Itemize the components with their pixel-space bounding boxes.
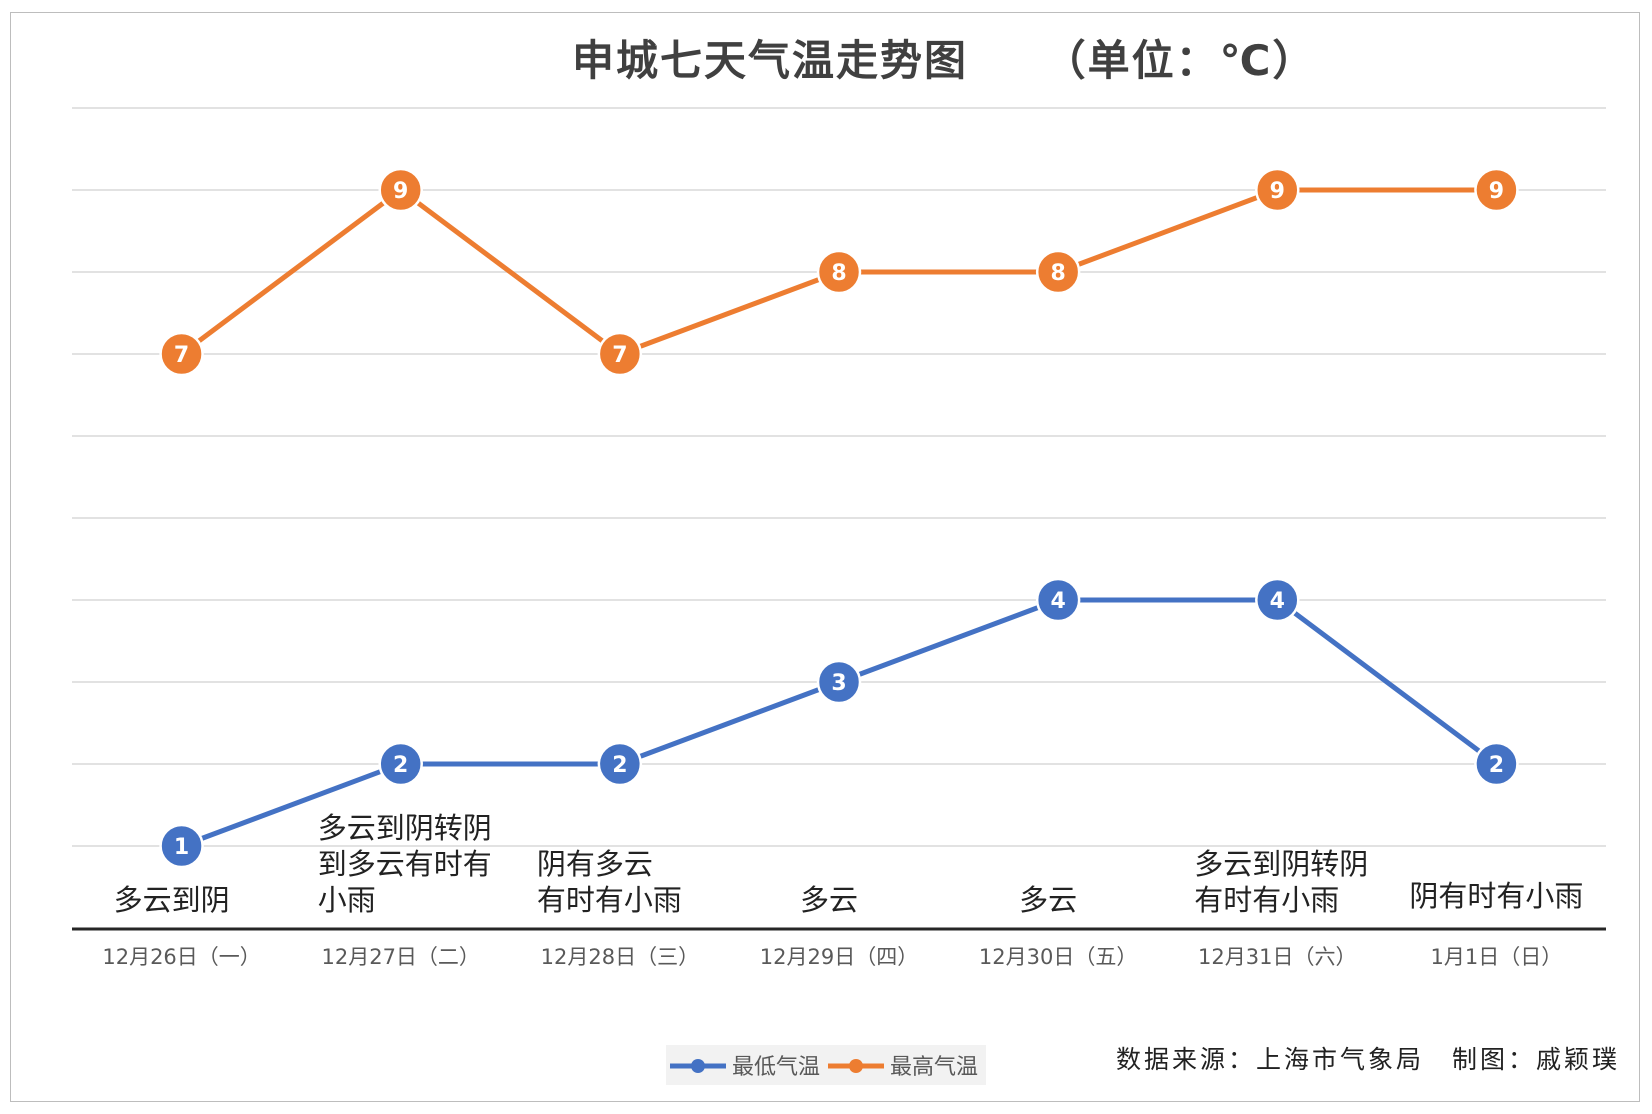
data-source-credit: 数据来源：上海市气象局 制图：戚颖璞	[1116, 1045, 1620, 1074]
legend-label: 最低气温	[732, 1055, 820, 1080]
data-point-marker	[816, 249, 862, 295]
data-point-marker	[159, 331, 204, 377]
x-axis: 12月26日（一） 12月27日（二） 12月28日（三） 12月29日（四） 12月3…	[72, 927, 1606, 969]
legend-swatch-marker	[691, 1059, 705, 1073]
data-point-label: 9	[393, 179, 408, 204]
weather-label-line: 到多云有时有	[318, 847, 492, 881]
data-point-marker	[1474, 167, 1519, 213]
data-point-label: 2	[1489, 753, 1504, 778]
data-point: 7	[159, 331, 204, 377]
weather-label: 多云	[800, 883, 858, 917]
data-point: 2	[1474, 741, 1519, 787]
series-points: 1 2 2 3 4 4 2 7 9 7 8 8 9 9	[159, 167, 1519, 869]
weather-label-line: 多云到阴	[114, 883, 230, 917]
legend: 最低气温 最高气温	[666, 1045, 986, 1085]
x-tick-label: 12月31日（六）	[1198, 945, 1356, 969]
weather-label: 多云到阴	[114, 883, 230, 917]
weather-label-line: 有时有小雨	[537, 883, 682, 917]
data-point: 9	[1255, 167, 1300, 213]
data-point-label: 4	[1270, 589, 1285, 614]
x-tick-label: 12月26日（一）	[102, 945, 260, 969]
data-point-label: 3	[831, 671, 846, 696]
data-point: 4	[1255, 577, 1300, 623]
x-tick-label: 1月1日（日）	[1431, 945, 1563, 969]
data-point: 4	[1035, 577, 1081, 623]
x-tick-label: 12月30日（五）	[979, 945, 1137, 969]
data-point-marker	[1474, 741, 1519, 787]
chart-title-group: 申城七天气温走势图 （单位：℃）	[572, 36, 1317, 85]
data-point-marker	[1255, 167, 1300, 213]
weather-label-line: 有时有小雨	[1194, 883, 1339, 917]
weather-label: 阴有时有小雨	[1409, 879, 1583, 913]
x-tick-label: 12月28日（三）	[541, 945, 699, 969]
data-point: 9	[1474, 167, 1519, 213]
data-point-label: 2	[393, 753, 408, 778]
data-point-marker	[1035, 577, 1081, 623]
weather-label: 多云	[1019, 883, 1077, 917]
data-point: 2	[378, 741, 423, 787]
x-tick-label: 12月29日（四）	[760, 945, 918, 969]
data-point-marker	[1035, 249, 1081, 295]
data-point: 8	[1035, 249, 1081, 295]
weather-label-line: 多云到阴转阴	[318, 811, 492, 845]
weather-label-line: 阴有多云	[537, 847, 653, 881]
data-point: 9	[378, 167, 423, 213]
data-point-label: 7	[174, 343, 189, 368]
data-point-marker	[597, 331, 643, 377]
legend-item: 最高气温	[828, 1055, 978, 1080]
data-point: 2	[597, 741, 643, 787]
data-point-label: 4	[1050, 589, 1065, 614]
data-point-marker	[159, 823, 204, 869]
data-point-label: 8	[831, 261, 846, 286]
weather-label-line: 阴有时有小雨	[1409, 879, 1583, 913]
data-point-label: 7	[612, 343, 627, 368]
data-point-label: 9	[1270, 179, 1285, 204]
legend-item: 最低气温	[670, 1055, 820, 1080]
chart-unit-label: （单位：℃）	[1044, 36, 1317, 85]
data-point-label: 9	[1489, 179, 1504, 204]
data-point: 3	[816, 659, 862, 705]
weather-label-line: 小雨	[318, 883, 376, 917]
legend-swatch-marker	[849, 1059, 863, 1073]
x-tick-label: 12月27日（二）	[321, 945, 479, 969]
chart-frame	[10, 12, 1640, 1102]
data-point-marker	[1255, 577, 1300, 623]
weather-label-line: 多云	[800, 883, 858, 917]
series-line	[180, 597, 1498, 849]
gridlines	[72, 107, 1606, 847]
legend-label: 最高气温	[890, 1055, 978, 1080]
data-point-marker	[597, 741, 643, 787]
data-point-marker	[378, 741, 423, 787]
data-point: 7	[597, 331, 643, 377]
chart-title: 申城七天气温走势图	[572, 36, 968, 85]
data-point: 8	[816, 249, 862, 295]
data-point: 1	[159, 823, 204, 869]
data-point-marker	[816, 659, 862, 705]
data-point-label: 8	[1050, 261, 1065, 286]
data-point-marker	[378, 167, 423, 213]
weather-label-line: 多云到阴转阴	[1194, 847, 1368, 881]
weather-label-line: 多云	[1019, 883, 1077, 917]
data-point-label: 1	[174, 835, 189, 860]
data-point-label: 2	[612, 753, 627, 778]
